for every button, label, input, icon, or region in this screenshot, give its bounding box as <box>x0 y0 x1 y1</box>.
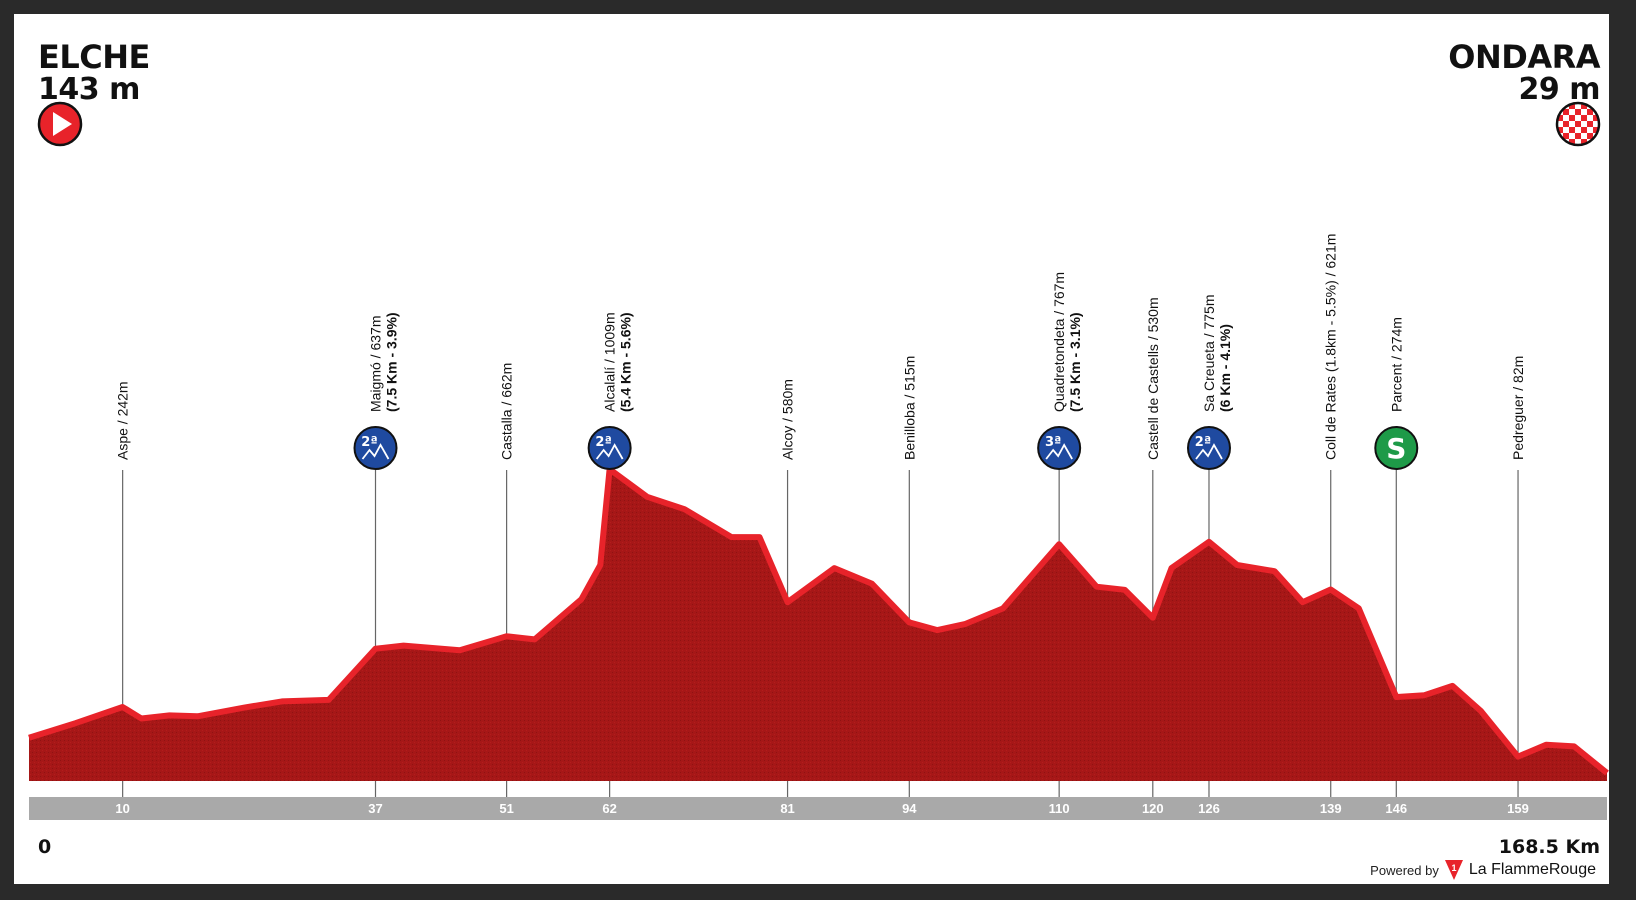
km-axis-band <box>29 797 1607 820</box>
km-tick-label: 146 <box>1385 801 1407 816</box>
waypoint-label: Alcalalí / 1009m <box>602 312 618 412</box>
km-tick-label: 120 <box>1142 801 1164 816</box>
svg-text:1: 1 <box>1451 863 1456 873</box>
badge-text: 3ª <box>1045 435 1061 450</box>
km-tick-label: 139 <box>1320 801 1342 816</box>
waypoint-label: Sa Creueta / 775m <box>1201 294 1217 412</box>
start-town-altitude: 143 m <box>38 72 140 107</box>
waypoint-label: Aspe / 242m <box>115 381 131 460</box>
finish-town-block: ONDARA 29 m <box>1448 40 1600 106</box>
badge-text: 2ª <box>595 435 611 450</box>
waypoint-climb-detail: (7.5 Km - 3.1%) <box>1067 312 1083 412</box>
waypoint-label: Maigmó / 637m <box>368 316 384 412</box>
start-play-icon <box>37 101 83 147</box>
waypoint-label: Coll de Rates (1.8km - 5.5%) / 621m <box>1323 234 1339 460</box>
km-end-label: 168.5 Km <box>1498 836 1600 858</box>
waypoint-label: Castell de Castells / 530m <box>1145 297 1161 460</box>
climb-category-badge-icon: 3ª <box>1037 426 1082 470</box>
badge-text: 2ª <box>361 435 377 450</box>
climb-category-badge-icon: 2ª <box>353 426 398 470</box>
climb-category-badge-icon: 2ª <box>1186 426 1231 470</box>
badge-text: S <box>1386 432 1406 465</box>
badge-text: 2ª <box>1195 435 1211 450</box>
finish-town-name: ONDARA <box>1448 38 1600 76</box>
km-tick-label: 37 <box>368 801 382 816</box>
km-tick-label: 94 <box>902 801 917 816</box>
mountain-glyph <box>1195 443 1223 460</box>
start-town-name: ELCHE <box>38 38 150 76</box>
km-tick-label: 62 <box>602 801 616 816</box>
km-tick-label: 10 <box>115 801 129 816</box>
waypoint-climb-detail: (7.5 Km - 3.9%) <box>384 312 400 412</box>
km-tick-label: 159 <box>1507 801 1529 816</box>
waypoint-climb-detail: (5.4 Km - 5.6%) <box>618 312 634 412</box>
waypoint-label: Castalla / 662m <box>499 363 515 460</box>
finish-town-altitude: 29 m <box>1518 72 1601 107</box>
waypoint-label: Pedreguer / 82m <box>1510 356 1526 460</box>
waypoint-label: Alcoy / 580m <box>780 379 796 460</box>
powered-by-text: Powered by <box>1370 862 1439 878</box>
km-tick-label: 126 <box>1198 801 1220 816</box>
elevation-profile-area <box>29 468 1607 781</box>
km-start-label: 0 <box>38 836 52 858</box>
waypoint-label: Benilloba / 515m <box>901 356 917 460</box>
finish-checkered-flag-icon <box>1555 101 1601 147</box>
elevation-ridge-line <box>28 466 1609 776</box>
sprint-badge-icon: S <box>1374 426 1419 470</box>
km-tick-label: 51 <box>499 801 513 816</box>
mountain-glyph <box>595 443 624 460</box>
km-tick-label: 81 <box>780 801 794 816</box>
climb-category-badge-icon: 2ª <box>587 426 632 470</box>
km-tick-label: 110 <box>1049 801 1070 816</box>
start-town-block: ELCHE 143 m <box>38 40 150 106</box>
mountain-glyph <box>1045 443 1073 460</box>
waypoint-climb-detail: (6 Km - 4.1%) <box>1217 324 1233 412</box>
brand-credit: Powered by 1 La FlammeRouge <box>1370 860 1596 880</box>
mountain-glyph <box>361 443 390 460</box>
waypoint-label: Quadretondeta / 767m <box>1051 272 1067 412</box>
waypoint-label: Parcent / 274m <box>1388 317 1404 412</box>
flamme-rouge-logo-icon: 1 <box>1444 860 1463 880</box>
brand-name: La FlammeRouge <box>1468 861 1596 878</box>
